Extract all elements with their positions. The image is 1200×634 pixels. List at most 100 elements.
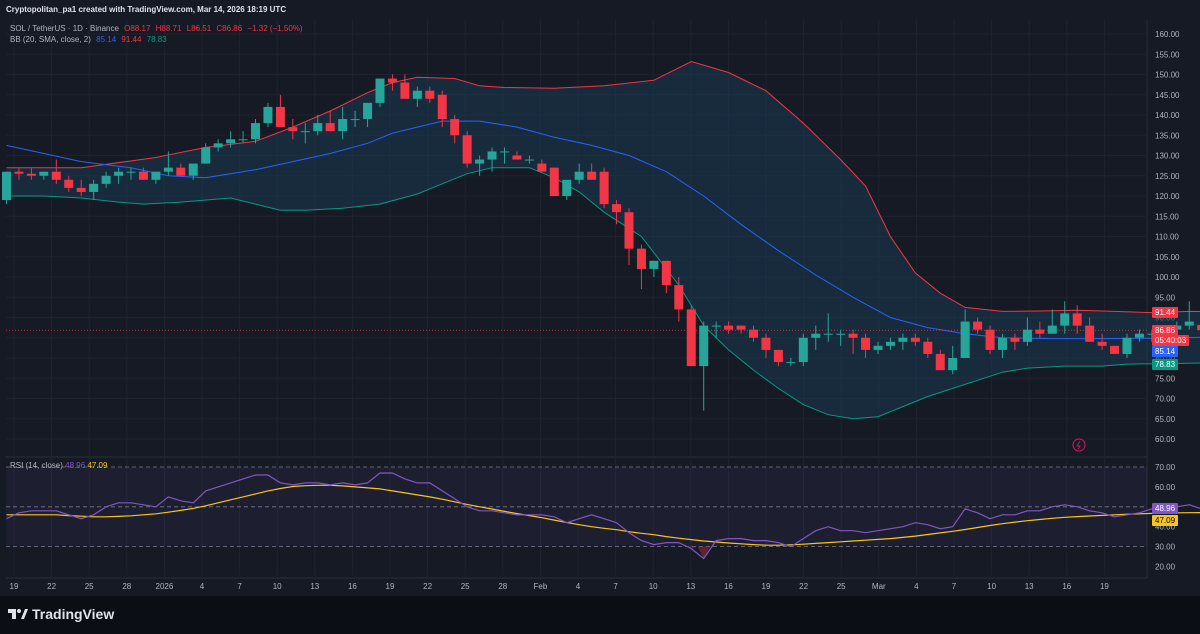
candle-body xyxy=(1184,321,1194,326)
time-tick-label: 7 xyxy=(237,582,242,591)
candle-body xyxy=(325,123,335,132)
main-pane-bg xyxy=(6,20,1147,455)
candle-body xyxy=(711,325,721,327)
change-value: −1.32 (−1.50%) xyxy=(247,24,303,33)
candle-body xyxy=(251,123,260,140)
candle-body xyxy=(923,341,933,354)
rsi-tick-label: 60.00 xyxy=(1155,483,1176,492)
candle-body xyxy=(649,260,659,269)
alert-icon-ring xyxy=(1072,438,1086,452)
rsi-value: 48.96 xyxy=(65,461,86,470)
candle-body xyxy=(836,333,846,335)
price-tick-label: 125.00 xyxy=(1155,172,1180,181)
price-tick-label: 150.00 xyxy=(1155,71,1180,80)
candle-body xyxy=(64,179,74,188)
symbol-name[interactable]: SOL / TetherUS · 1D · Binance xyxy=(10,24,119,33)
price-tick-label: 135.00 xyxy=(1155,131,1180,140)
candle-body xyxy=(1197,324,1200,331)
time-tick-label: 7 xyxy=(952,582,957,591)
candle-body xyxy=(861,337,871,350)
candle-body xyxy=(39,171,49,176)
candle-body xyxy=(549,167,559,196)
candle-body xyxy=(238,139,248,141)
alert-icon-bolt xyxy=(1076,440,1081,450)
chart-header: Cryptopolitan_pa1 created with TradingVi… xyxy=(6,5,287,14)
time-tick-label: 4 xyxy=(576,582,581,591)
candle-body xyxy=(138,171,148,180)
time-tick-label: 25 xyxy=(837,582,846,591)
candle-body xyxy=(910,337,920,342)
rsi-tick-label: 40.00 xyxy=(1155,523,1176,532)
candle-body xyxy=(636,248,646,269)
candle-body xyxy=(724,325,734,330)
rsi-legend: RSI (14, close) 48.96 47.09 xyxy=(10,461,107,470)
candle-body xyxy=(985,329,995,350)
tradingview-logo-icon xyxy=(8,605,28,622)
rsi-pane-bg xyxy=(6,459,1147,575)
time-tick-label: 16 xyxy=(1062,582,1071,591)
time-tick-label: 22 xyxy=(799,582,808,591)
candle-body xyxy=(1147,333,1157,335)
tradingview-logo[interactable]: TradingView xyxy=(8,605,114,622)
candle-body xyxy=(475,159,485,164)
candle-body xyxy=(761,337,771,350)
candle-body xyxy=(14,171,24,174)
time-tick-label: 10 xyxy=(273,582,282,591)
time-tick-label: Mar xyxy=(872,582,886,591)
time-tick-label: 19 xyxy=(10,582,19,591)
candle-body xyxy=(960,321,970,358)
candle-body xyxy=(114,171,124,176)
candle-body xyxy=(101,175,111,184)
rsi-line xyxy=(6,472,1200,560)
candle-body xyxy=(2,171,11,201)
candle-body xyxy=(89,183,99,192)
candle-body xyxy=(375,78,385,103)
time-tick-label: 7 xyxy=(613,582,618,591)
time-tick-label: 13 xyxy=(1025,582,1034,591)
bb-label[interactable]: BB (20, SMA, close, 2) xyxy=(10,35,91,44)
candle-body xyxy=(935,353,945,371)
candle-body xyxy=(126,171,136,173)
candle-body xyxy=(363,102,373,120)
price-tick-label: 120.00 xyxy=(1155,192,1180,201)
candle-body xyxy=(500,151,509,153)
time-tick-label: Feb xyxy=(534,582,548,591)
candle-body xyxy=(1060,313,1070,326)
candle-body xyxy=(1134,333,1144,338)
price-tick-label: 145.00 xyxy=(1155,91,1180,100)
candle-body xyxy=(873,345,883,350)
bb-upper-price-label: 91.44 xyxy=(1152,307,1179,318)
rsi-label[interactable]: RSI (14, close) xyxy=(10,461,63,470)
candle-body xyxy=(163,167,173,172)
candle-body xyxy=(151,171,161,180)
open-value: O88.17 xyxy=(124,24,151,33)
candle-body xyxy=(1010,337,1020,342)
candle-body xyxy=(562,179,572,196)
time-tick-label: 4 xyxy=(914,582,919,591)
candle-body xyxy=(462,135,472,164)
candle-body xyxy=(300,131,310,133)
candle-body xyxy=(823,333,833,335)
candle-body xyxy=(26,173,36,176)
rsi-ma-value: 47.09 xyxy=(87,461,108,470)
low-value: L86.51 xyxy=(186,24,212,33)
candle-body xyxy=(226,139,236,144)
rsi-oversold-fill xyxy=(685,546,710,559)
bb-basis-price-label: 85.14 xyxy=(1152,346,1179,357)
time-tick-label: 22 xyxy=(47,582,56,591)
time-tick-label: 16 xyxy=(724,582,733,591)
tv-mark-svg xyxy=(8,609,28,619)
candle-body xyxy=(686,309,696,367)
time-tick-label: 4 xyxy=(200,582,205,591)
bb-upper-line xyxy=(6,60,1200,314)
time-tick-label: 13 xyxy=(310,582,319,591)
symbol-legend: SOL / TetherUS · 1D · Binance O88.17 H88… xyxy=(10,24,306,33)
candle-body xyxy=(587,171,597,180)
candle-body xyxy=(948,358,958,371)
price-tick-label: 95.00 xyxy=(1155,293,1176,302)
tradingview-brand: TradingView xyxy=(32,606,115,622)
candle-body xyxy=(524,159,534,161)
price-tick-label: 75.00 xyxy=(1155,374,1176,383)
